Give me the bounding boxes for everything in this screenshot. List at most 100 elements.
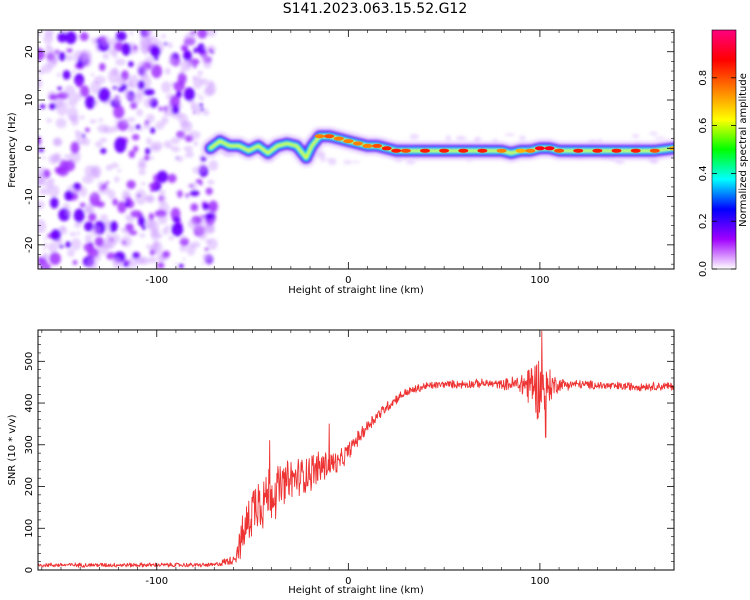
- spectrogram-ridge: [200, 126, 674, 168]
- ridge-point: [352, 141, 363, 146]
- snr-axes: -100 0 100 0 100 200 300 400 500: [24, 330, 675, 587]
- noise-blob: [103, 237, 113, 250]
- noise-blob: [197, 70, 203, 76]
- noise-blob: [150, 127, 156, 134]
- noise-blob: [91, 225, 101, 237]
- noise-blob: [202, 202, 209, 211]
- noise-blob: [114, 137, 127, 153]
- noise-blob: [98, 118, 104, 122]
- noise-blob: [151, 64, 163, 79]
- noise-blob: [145, 244, 151, 249]
- noise-blob: [121, 117, 129, 126]
- noise-blob: [196, 107, 202, 114]
- noise-blob: [59, 244, 64, 249]
- ridge-point: [381, 146, 392, 151]
- noise-blob: [43, 169, 51, 179]
- spectrogram-y-tick-label: 0: [24, 145, 35, 151]
- ridge-point: [496, 148, 507, 153]
- noise-blob: [188, 130, 201, 140]
- noise-blobs: [38, 30, 666, 269]
- noise-blob: [72, 260, 78, 265]
- noise-blob: [156, 262, 165, 269]
- noise-blob: [140, 34, 152, 47]
- noise-blob: [204, 212, 215, 220]
- colorbar-tick-label: 0.0: [698, 261, 709, 277]
- noise-blob: [343, 160, 352, 165]
- noise-blob: [148, 256, 157, 264]
- noise-blob: [172, 217, 181, 223]
- noise-blob: [170, 137, 181, 145]
- noise-blob: [120, 235, 132, 248]
- noise-blob: [48, 50, 59, 65]
- noise-blob: [154, 56, 159, 61]
- noise-blob: [46, 44, 50, 48]
- noise-blob: [65, 54, 74, 62]
- noise-blob: [41, 156, 46, 160]
- noise-blob: [150, 155, 154, 161]
- ridge-point: [458, 148, 469, 153]
- noise-blob: [151, 230, 158, 238]
- noise-blob: [158, 106, 163, 112]
- noise-blob: [114, 119, 119, 124]
- ridge-point: [525, 148, 536, 153]
- noise-blob: [203, 59, 212, 69]
- noise-blob: [98, 87, 111, 102]
- noise-blob: [115, 58, 126, 66]
- noise-blob: [123, 262, 129, 267]
- noise-blob: [173, 81, 185, 92]
- noise-blob: [204, 247, 209, 251]
- colorbar-frame: [711, 29, 737, 270]
- noise-blob: [114, 176, 120, 183]
- noise-blob: [94, 254, 101, 261]
- noise-blob: [51, 155, 62, 163]
- ridge-point: [400, 148, 411, 153]
- noise-blob: [162, 250, 171, 258]
- noise-blob: [185, 193, 190, 198]
- noise-blob: [127, 80, 134, 88]
- noise-blob: [324, 158, 337, 161]
- noise-blob: [46, 118, 52, 123]
- noise-blob: [118, 86, 125, 93]
- noise-blob: [82, 175, 94, 184]
- noise-blob: [121, 42, 131, 56]
- ridge-point: [343, 139, 354, 144]
- noise-blob: [136, 108, 144, 117]
- noise-blob: [161, 34, 167, 39]
- noise-blob: [143, 155, 150, 161]
- noise-blob: [186, 244, 196, 256]
- noise-blob: [194, 223, 202, 230]
- noise-blob: [100, 148, 107, 154]
- noise-blob: [88, 212, 97, 222]
- noise-blob: [89, 119, 97, 124]
- ridge-point: [534, 146, 545, 151]
- noise-blob: [93, 101, 98, 107]
- noise-blob: [202, 253, 212, 261]
- noise-blob: [171, 146, 181, 153]
- noise-blob: [49, 252, 61, 265]
- noise-blob: [76, 231, 80, 236]
- noise-blob: [168, 235, 175, 241]
- noise-blob: [156, 234, 163, 239]
- noise-blob: [71, 118, 79, 126]
- noise-blob: [208, 200, 219, 213]
- noise-blob: [165, 225, 169, 230]
- spectrogram-y-axis-label: Frequency (Hz): [7, 112, 18, 188]
- noise-blob: [90, 80, 101, 94]
- noise-blob: [171, 222, 184, 237]
- noise-blob: [141, 225, 146, 231]
- noise-blob: [138, 169, 146, 176]
- noise-blob: [42, 247, 46, 251]
- noise-blob: [125, 201, 130, 208]
- noise-blob: [183, 50, 192, 61]
- snr-y-tick-label: 200: [24, 477, 35, 496]
- noise-blob: [148, 212, 155, 221]
- noise-blob: [203, 86, 214, 97]
- noise-blob: [189, 184, 194, 188]
- noise-blob: [504, 133, 515, 136]
- noise-blob: [38, 153, 41, 156]
- noise-blob: [130, 210, 143, 218]
- noise-blob: [133, 145, 139, 152]
- ridge-point: [515, 148, 526, 153]
